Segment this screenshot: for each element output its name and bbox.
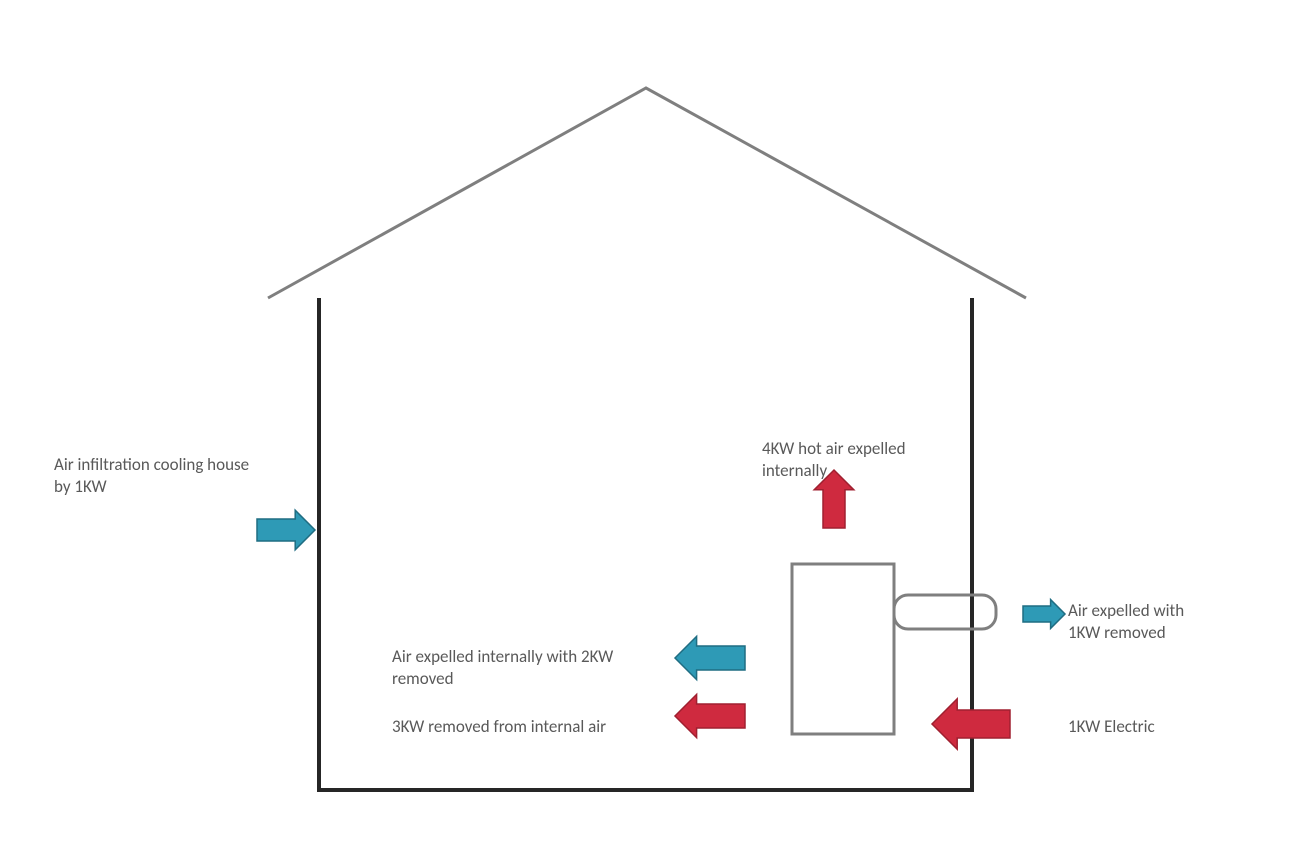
exhaust-pipe [894, 595, 996, 629]
house-roof [268, 88, 1026, 298]
label-hot-air-up-l2: internally [762, 460, 827, 481]
label-expelled-out: Air expelled with 1KW removed [1068, 600, 1248, 644]
label-electric-text: 1KW Electric [1068, 716, 1155, 737]
label-infiltration: Air infiltration cooling house by 1KW [54, 454, 304, 498]
label-electric: 1KW Electric [1068, 716, 1218, 738]
heat-pump-unit [792, 564, 894, 734]
label-hot-air-up: 4KW hot air expelled internally [762, 438, 962, 482]
air-out-right-arrow [1023, 600, 1065, 629]
label-hot-air-up-l1: 4KW hot air expelled [762, 438, 906, 459]
label-infiltration-l2: by 1KW [54, 476, 107, 497]
label-expelled-out-l2: 1KW removed [1068, 622, 1166, 643]
label-expelled-2kw: Air expelled internally with 2KW removed [392, 646, 692, 690]
infiltration-arrow [257, 510, 315, 550]
label-removed-3kw: 3KW removed from internal air [392, 716, 692, 738]
label-removed-3kw-text: 3KW removed from internal air [392, 716, 606, 737]
label-expelled-2kw-l1: Air expelled internally with 2KW [392, 646, 613, 667]
label-expelled-2kw-l2: removed [392, 668, 454, 689]
label-expelled-out-l1: Air expelled with [1068, 600, 1184, 621]
label-infiltration-l1: Air infiltration cooling house [54, 454, 249, 475]
